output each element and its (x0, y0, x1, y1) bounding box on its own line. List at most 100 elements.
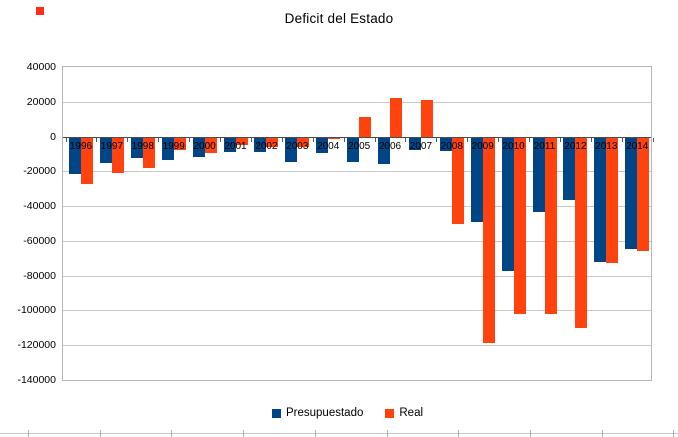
legend-item-presupuestado: Presupuestado (272, 407, 363, 419)
x-tick-label: 2005 (347, 140, 371, 152)
bar-real-1999 (173, 137, 186, 150)
x-tick-label: 1996 (69, 140, 93, 152)
x-tick-label: 1997 (100, 140, 124, 152)
plot-area: 1996 1997 1998 1999 2000 2001 2002 2003 2004 2005… (62, 66, 654, 381)
bar-real-2009 (482, 137, 495, 343)
bar-real-2013 (606, 137, 619, 263)
bar-presupuestado-2001 (223, 137, 236, 153)
bar-real-2002 (266, 137, 279, 148)
anchor-marker (36, 7, 44, 15)
x-tick-label: 2007 (409, 140, 433, 152)
gridline (63, 206, 651, 208)
y-tick-label: -120000 (17, 339, 56, 352)
bar-real-1997 (111, 137, 124, 174)
legend: Presupuestado Real (272, 405, 423, 421)
spreadsheet-gridline (0, 433, 678, 434)
gridline (63, 275, 651, 277)
axis-tick (498, 137, 500, 142)
x-tick-label: 2008 (440, 140, 463, 152)
bar-real-2006 (390, 98, 402, 137)
bar-real-2007 (420, 100, 433, 137)
bar-real-2008 (451, 137, 464, 224)
spreadsheet-column-tick (673, 430, 675, 437)
gridline (63, 345, 651, 347)
axis-tick (189, 137, 191, 142)
y-tick-label: -20000 (23, 165, 56, 178)
bar-presupuestado-2012 (563, 137, 576, 201)
bar-presupuestado-2000 (192, 137, 205, 157)
bar-real-2003 (297, 137, 310, 148)
bar-presupuestado-1996 (69, 137, 81, 175)
bar-presupuestado-2006 (378, 137, 390, 164)
y-tick-label: -40000 (23, 200, 56, 213)
x-tick-label: 2010 (502, 140, 525, 152)
axis-tick (652, 137, 654, 142)
axis-tick (250, 137, 252, 142)
bar-presupuestado-2002 (254, 137, 267, 153)
y-axis: 40000 20000 0 -20000 -40000 -60000 -80000 -1000… (0, 61, 56, 386)
x-tick-label: 2006 (378, 140, 402, 152)
bar-real-2005 (359, 117, 372, 137)
x-tick-label: 2013 (595, 140, 618, 152)
x-tick-label: 2014 (626, 140, 649, 152)
x-tick-label: 2012 (564, 140, 587, 152)
gridline (63, 101, 651, 103)
x-tick-label: 2001 (224, 140, 247, 152)
bar-real-2011 (544, 137, 557, 315)
bar-presupuestado-2007 (408, 137, 421, 150)
y-tick-label: -60000 (23, 234, 56, 247)
legend-item-real: Real (385, 407, 423, 419)
bar-real-2014 (637, 137, 650, 251)
axis-tick (127, 137, 129, 142)
bar-real-2004 (328, 137, 341, 140)
x-tick-label: 1999 (162, 140, 185, 152)
y-tick-label: -100000 (17, 304, 56, 317)
axis-tick (158, 137, 160, 142)
bar-presupuestado-2010 (501, 137, 514, 271)
spreadsheet-column-tick (243, 430, 245, 437)
legend-label: Presupuestado (286, 407, 364, 419)
bar-presupuestado-1999 (161, 137, 174, 161)
x-tick-label: 2002 (255, 140, 278, 152)
bar-real-2001 (235, 137, 248, 146)
axis-tick (405, 137, 407, 142)
x-tick-label: 2003 (286, 140, 309, 152)
gridline (63, 310, 651, 312)
y-tick-label: -140000 (17, 374, 56, 386)
spreadsheet-column-tick (314, 430, 316, 437)
spreadsheet-column-tick (171, 430, 173, 437)
axis-tick (96, 137, 98, 142)
spreadsheet-column-tick (458, 430, 460, 437)
legend-label: Real (399, 407, 424, 419)
x-tick-label: 1998 (131, 140, 154, 152)
axis-tick (65, 137, 67, 142)
y-tick-label: -80000 (23, 269, 56, 282)
bar-real-2000 (204, 137, 217, 154)
bar-presupuestado-2003 (285, 137, 298, 162)
chart-title: Deficit del Estado (284, 11, 394, 26)
spreadsheet-column-tick (529, 430, 531, 437)
bar-real-2012 (575, 137, 588, 328)
bar-real-1996 (81, 137, 93, 184)
x-tick-label: 2004 (317, 140, 340, 152)
spreadsheet-column-tick (28, 430, 29, 437)
legend-swatch-icon (272, 408, 281, 418)
bar-presupuestado-2009 (470, 137, 483, 222)
axis-tick (312, 137, 314, 142)
spreadsheet-column-tick (601, 430, 603, 437)
bar-presupuestado-2014 (625, 137, 638, 249)
y-tick-label: 40000 (26, 61, 56, 73)
bar-presupuestado-2013 (594, 137, 607, 262)
axis-tick (343, 137, 345, 142)
axis-tick (559, 137, 561, 142)
axis-tick (467, 137, 469, 142)
x-tick-label: 2011 (533, 140, 556, 152)
bar-presupuestado-2005 (347, 137, 360, 162)
gridline (63, 171, 651, 173)
spreadsheet-column-tick (99, 430, 101, 437)
axis-tick (374, 137, 376, 142)
bar-presupuestado-2008 (439, 137, 452, 152)
bar-real-1998 (142, 137, 155, 168)
axis-tick (590, 137, 592, 142)
